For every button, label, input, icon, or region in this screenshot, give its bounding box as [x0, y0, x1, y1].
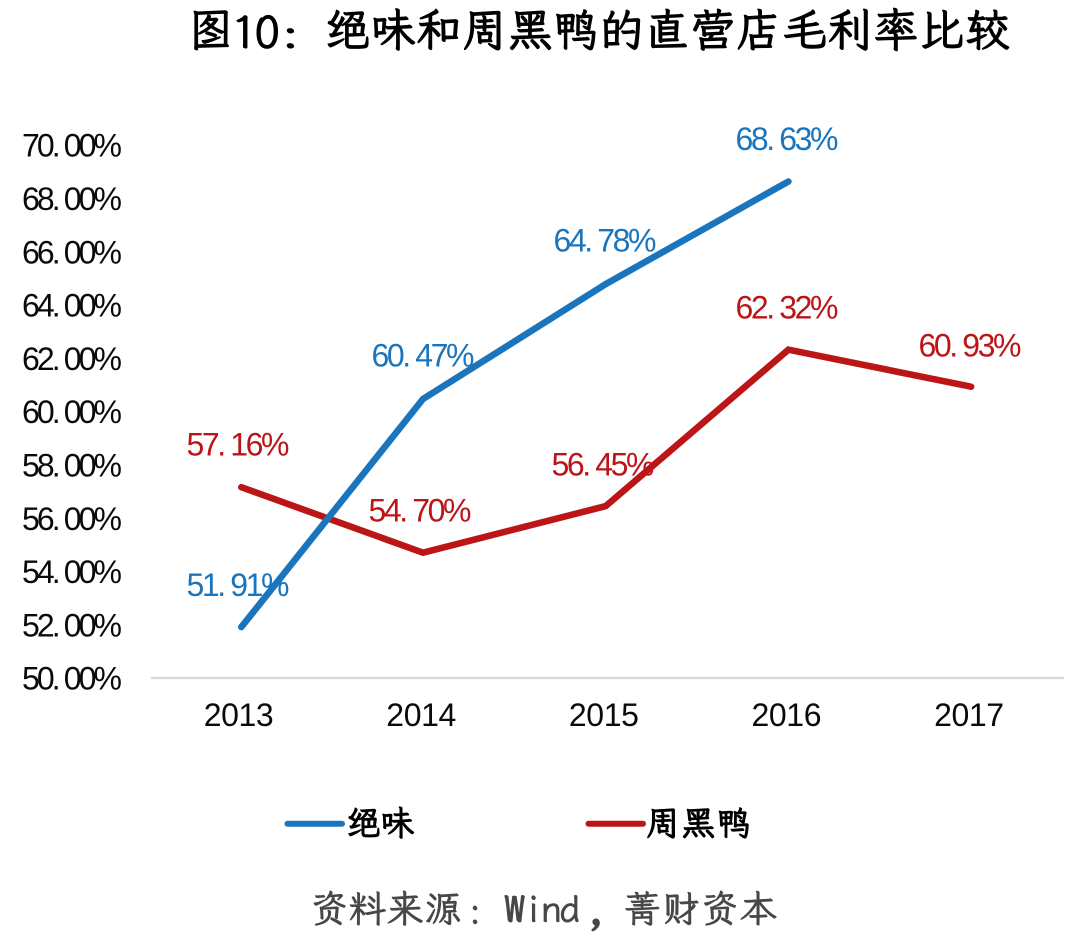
svg-text:56. 45%: 56. 45% [552, 447, 655, 483]
svg-text:2013: 2013 [204, 697, 274, 733]
svg-text:2015: 2015 [569, 697, 639, 733]
svg-text:60. 93%: 60. 93% [919, 328, 1022, 364]
svg-text:70. 00%: 70. 00% [22, 128, 122, 164]
svg-text:64. 00%: 64. 00% [22, 288, 122, 324]
svg-text:57. 16%: 57. 16% [187, 427, 290, 463]
svg-text:62. 00%: 62. 00% [22, 341, 122, 377]
svg-text:68. 63%: 68. 63% [736, 121, 839, 157]
svg-text:54. 70%: 54. 70% [369, 493, 472, 529]
svg-text:51. 91%: 51. 91% [187, 567, 290, 603]
svg-text:2014: 2014 [386, 697, 456, 733]
svg-text:50. 00%: 50. 00% [22, 661, 122, 697]
svg-text:52. 00%: 52. 00% [22, 607, 122, 643]
svg-text:60. 47%: 60. 47% [372, 338, 475, 374]
svg-text:56. 00%: 56. 00% [22, 501, 122, 537]
svg-text:66. 00%: 66. 00% [22, 234, 122, 270]
svg-text:54. 00%: 54. 00% [22, 554, 122, 590]
svg-text:2016: 2016 [752, 697, 822, 733]
svg-text:68. 00%: 68. 00% [22, 181, 122, 217]
svg-text:62. 32%: 62. 32% [736, 290, 839, 326]
svg-text:64. 78%: 64. 78% [554, 223, 657, 259]
svg-text:2017: 2017 [934, 697, 1004, 733]
svg-text:60. 00%: 60. 00% [22, 394, 122, 430]
svg-text:58. 00%: 58. 00% [22, 448, 122, 484]
